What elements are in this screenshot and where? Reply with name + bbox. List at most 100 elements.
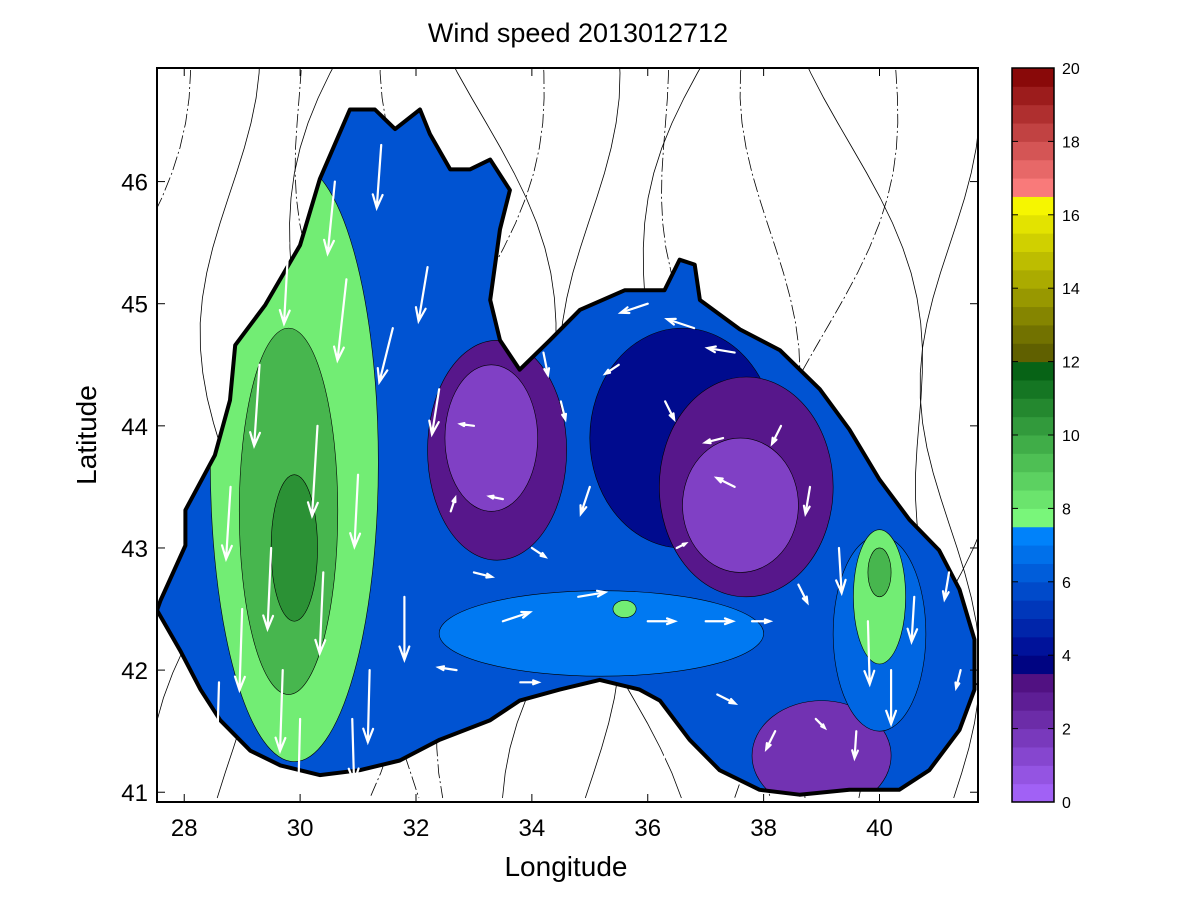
x-tick-label: 36 <box>634 815 661 842</box>
wind-arrow <box>863 620 876 688</box>
colorbar-segment <box>1012 581 1054 601</box>
colorbar-segment <box>1012 416 1054 436</box>
speed-region-mid-spot <box>612 600 637 618</box>
wind-arrow <box>519 679 542 686</box>
wind-arrow <box>654 754 667 777</box>
colorbar-segment <box>1012 545 1054 564</box>
wind-arrow <box>559 400 568 423</box>
colorbar-tick-label: 18 <box>1062 134 1080 151</box>
colorbar-segment <box>1012 618 1054 638</box>
colorbar-segment <box>1012 233 1054 252</box>
wind-arrow <box>501 610 533 623</box>
x-tick-label: 28 <box>171 815 198 842</box>
y-tick-label: 46 <box>121 170 148 197</box>
colorbar-segment <box>1012 563 1054 583</box>
wind-arrow <box>362 669 375 746</box>
wind-arrow <box>314 571 327 657</box>
wind-arrow <box>542 351 551 379</box>
wind-arrow <box>292 717 305 795</box>
colorbar-segment <box>1012 324 1054 344</box>
wind-arrow <box>435 665 458 672</box>
colorbar-segment <box>1012 508 1054 528</box>
wind-arrow <box>376 327 394 386</box>
x-axis-label: Longitude <box>504 851 627 882</box>
colorbar: 0 2 4 6 8 10 12 14 16 18 20 <box>1011 61 1080 812</box>
colorbar-segment <box>1012 655 1054 675</box>
map-plot-area <box>157 68 978 799</box>
coastline <box>157 107 977 797</box>
wind-arrow <box>906 595 919 645</box>
speed-region-east-central-low <box>682 437 799 573</box>
wind-arrow <box>646 617 678 626</box>
wind-arrow <box>457 422 476 428</box>
colorbar-segment <box>1012 159 1054 179</box>
wind-arrow <box>323 180 336 257</box>
speed-region-west-peak <box>270 474 318 622</box>
wind-arrow <box>249 363 262 449</box>
wind-arrow <box>835 546 847 597</box>
colorbar-segment <box>1012 306 1054 326</box>
wind-arrow <box>814 717 828 731</box>
wind-arrow <box>750 618 774 625</box>
wind-vectors <box>211 143 962 795</box>
colorbar-tick-label: 10 <box>1062 428 1080 445</box>
y-tick-label: 42 <box>121 658 148 685</box>
wind-arrow <box>704 345 736 354</box>
colorbar-segment <box>1012 783 1054 803</box>
wind-arrow <box>664 400 676 423</box>
colorbar-segment <box>1012 691 1054 711</box>
wind-arrow <box>802 485 812 518</box>
colorbar-segment <box>1012 178 1054 197</box>
colorbar-segment <box>1012 214 1054 234</box>
wind-arrow <box>472 571 496 579</box>
colorbar-segment <box>1012 343 1054 363</box>
x-tick-label: 30 <box>287 815 314 842</box>
colorbar-segment <box>1012 379 1054 399</box>
colorbar-segment <box>1012 251 1054 271</box>
contour-line <box>919 68 978 799</box>
speed-region-east-peak <box>867 547 892 598</box>
wind-arrow <box>486 494 504 501</box>
y-tick-label: 43 <box>121 536 148 563</box>
y-tick-label: 44 <box>121 414 148 441</box>
colorbar-segment <box>1012 86 1054 106</box>
x-axis-ticks: 28 30 32 34 36 38 40 <box>171 68 893 842</box>
chart-title: Wind speed 2013012712 <box>428 18 728 48</box>
colorbar-segment <box>1012 398 1054 418</box>
colorbar-tick-label: 8 <box>1062 501 1071 518</box>
wind-arrow <box>332 278 348 364</box>
wind-arrow <box>941 571 951 603</box>
contour-line <box>157 68 191 209</box>
colorbar-segment <box>1012 68 1054 87</box>
wind-arrow <box>704 617 736 626</box>
wind-arrow <box>414 265 429 325</box>
wind-arrow <box>716 693 739 705</box>
wind-arrow <box>602 363 620 376</box>
wind-arrow <box>428 388 441 438</box>
wind-arrow <box>306 424 319 520</box>
speed-region-south-band <box>438 590 764 677</box>
wind-arrow <box>347 717 360 786</box>
wind-arrow <box>577 589 609 598</box>
wind-arrow <box>398 595 411 664</box>
wind-arrow <box>797 583 809 606</box>
colorbar-segment <box>1012 361 1054 381</box>
y-tick-label: 45 <box>121 292 148 319</box>
colorbar-segment <box>1012 123 1054 142</box>
wind-arrow <box>211 681 224 749</box>
wind-arrow <box>617 302 649 315</box>
colorbar-segment <box>1012 104 1054 124</box>
y-tick-label: 41 <box>121 780 148 807</box>
plot-frame <box>156 67 979 803</box>
colorbar-tick-label: 16 <box>1062 208 1080 225</box>
y-axis-ticks: 41 42 43 44 45 46 <box>121 170 978 807</box>
colorbar-segment <box>1012 490 1054 509</box>
colorbar-segment <box>1012 710 1054 730</box>
wind-arrow <box>530 546 549 559</box>
wind-arrow <box>635 693 658 705</box>
wind-arrow <box>371 143 384 212</box>
speed-region-west-central-low <box>444 364 538 512</box>
wind-arrow <box>675 542 689 550</box>
y-axis-label: Latitude <box>71 385 102 485</box>
